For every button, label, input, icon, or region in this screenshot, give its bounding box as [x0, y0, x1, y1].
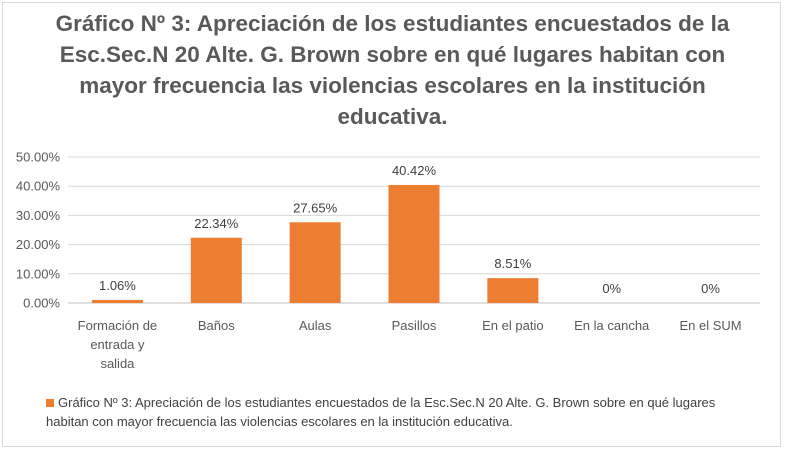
x-tick-label: Formación de: [78, 318, 157, 333]
data-label: 8.51%: [494, 256, 531, 271]
data-label: 27.65%: [293, 200, 338, 215]
data-label: 0%: [701, 281, 720, 296]
x-tick-label: Baños: [198, 318, 235, 333]
chart-frame: [2, 2, 781, 447]
x-tick-label: salida: [100, 356, 135, 371]
bar: [190, 237, 242, 303]
y-tick-label: 20.00%: [16, 237, 61, 252]
legend: Gráfico Nº 3: Apreciación de los estudia…: [46, 393, 746, 431]
bar: [289, 222, 341, 303]
bar: [91, 299, 143, 303]
x-tick-label: En el SUM: [680, 318, 742, 333]
x-tick-label: Pasillos: [392, 318, 437, 333]
data-label: 40.42%: [392, 163, 437, 178]
legend-label: Gráfico Nº 3: Apreciación de los estudia…: [46, 395, 716, 429]
bar: [487, 278, 539, 303]
y-tick-label: 10.00%: [16, 266, 61, 281]
data-label: 1.06%: [99, 278, 136, 293]
x-tick-label: Aulas: [299, 318, 332, 333]
x-tick-label: En el patio: [482, 318, 543, 333]
data-label: 22.34%: [194, 216, 239, 231]
y-tick-label: 40.00%: [16, 179, 61, 194]
y-tick-label: 30.00%: [16, 208, 61, 223]
data-label: 0%: [602, 281, 621, 296]
x-tick-label: entrada y: [90, 337, 145, 352]
bar: [388, 184, 440, 303]
y-tick-label: 0.00%: [23, 296, 60, 311]
legend-swatch: [46, 399, 54, 407]
y-tick-label: 50.00%: [16, 150, 61, 165]
x-tick-label: En la cancha: [574, 318, 650, 333]
chart-title: Gráfico Nº 3: Apreciación de los estudia…: [55, 11, 730, 129]
